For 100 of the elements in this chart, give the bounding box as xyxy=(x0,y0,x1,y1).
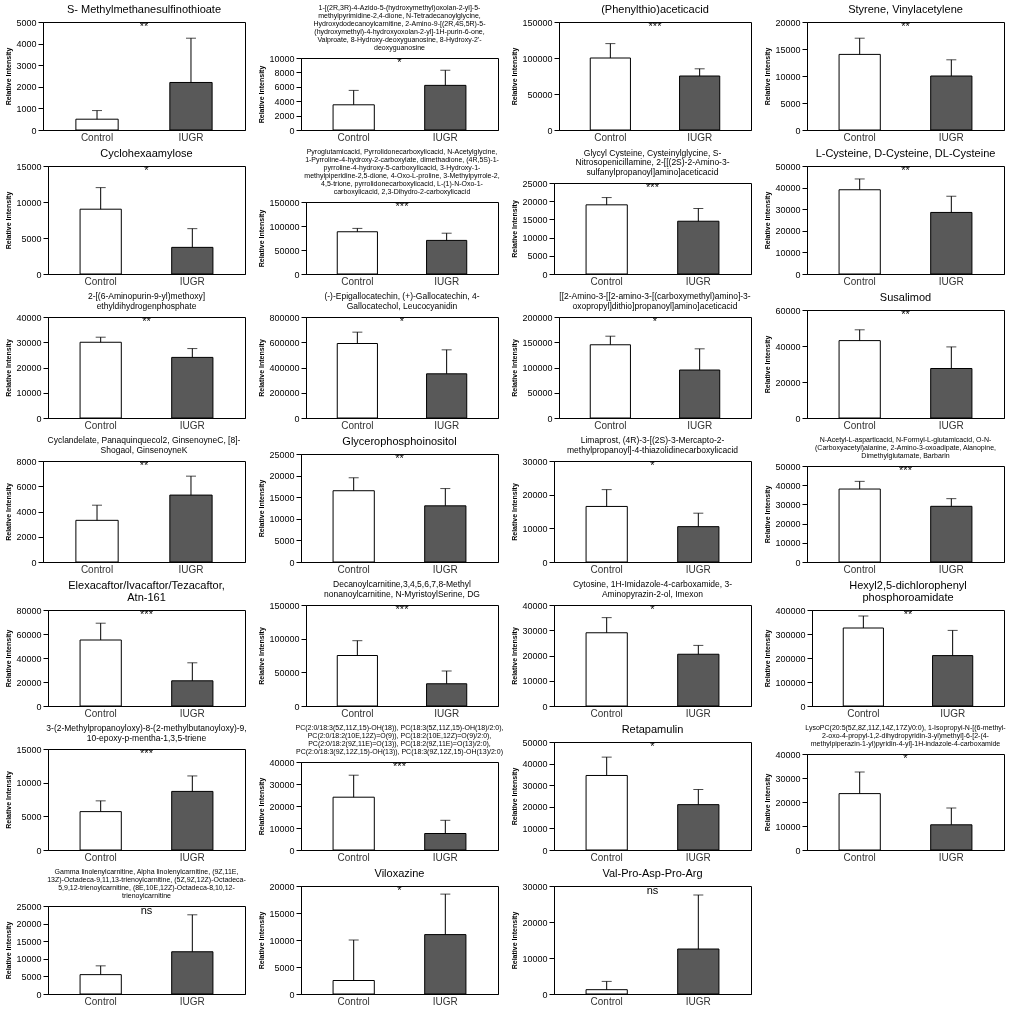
y-tick-label: 5000 xyxy=(21,971,42,982)
y-tick-label: 20000 xyxy=(269,881,295,892)
chart-title: Susalimod xyxy=(879,291,932,303)
x-tick-label: Control xyxy=(590,563,623,575)
y-tick-label: 10000 xyxy=(522,953,548,964)
x-tick-label: IUGR xyxy=(432,995,458,1007)
chart-title: Val-Pro-Asp-Pro-Arg xyxy=(602,867,703,879)
y-tick-label: 30000 xyxy=(775,204,801,215)
x-tick-label: Control xyxy=(847,707,880,719)
y-tick-label: 20000 xyxy=(775,519,801,530)
y-tick-label: 15000 xyxy=(16,936,42,947)
y-tick-label: 0 xyxy=(542,701,548,712)
y-tick-label: 6000 xyxy=(274,82,295,93)
x-tick-label: IUGR xyxy=(178,563,204,575)
x-tick-label: IUGR xyxy=(938,563,964,575)
y-tick-label: 20000 xyxy=(16,363,42,373)
y-tick-label: 20000 xyxy=(522,802,548,813)
x-tick-label: Control xyxy=(590,995,623,1007)
y-tick-label: 50000 xyxy=(274,667,300,678)
y-tick-label: 100000 xyxy=(269,221,300,232)
chart-title: (-)-Epigallocatechin, (+)-Gallocatechin, 4-Gallocatechol, Leucocyanidin xyxy=(324,291,480,311)
y-tick-label: 15000 xyxy=(522,214,548,225)
y-tick-label: 100000 xyxy=(269,634,300,645)
y-tick-label: 600000 xyxy=(269,337,300,348)
y-tick-label: 0 xyxy=(294,701,300,712)
annotation: *** xyxy=(140,747,154,759)
chart-title: Cytosine, 1H-Imidazole-4-carboxamide, 3-Aminopyrazin-2-ol, Imexon xyxy=(572,579,733,599)
y-tick-label: 0 xyxy=(289,557,295,568)
y-tick-label: 800000 xyxy=(269,312,300,323)
y-tick-label: 150000 xyxy=(522,17,553,28)
y-tick-label: 40000 xyxy=(522,600,548,611)
y-tick-label: 30000 xyxy=(522,456,548,467)
y-tick-label: 2000 xyxy=(16,82,37,93)
y-tick-label: 1000 xyxy=(16,103,37,114)
y-tick-label: 25000 xyxy=(16,901,42,912)
x-tick-label: Control xyxy=(843,851,876,863)
y-tick-label: 50000 xyxy=(522,737,548,748)
x-tick-label: Control xyxy=(80,563,114,575)
y-tick-label: 40000 xyxy=(775,183,801,194)
y-tick-label: 300000 xyxy=(775,629,806,640)
chart-title: S- Methylmethanesulfinothioate xyxy=(66,3,222,15)
y-tick-label: 20000 xyxy=(775,377,801,388)
annotation: ns xyxy=(140,904,153,916)
x-tick-label: Control xyxy=(84,995,117,1007)
chart-title: Retapamulin xyxy=(621,723,684,735)
y-tick-label: 30000 xyxy=(775,773,801,784)
y-tick-label: 2000 xyxy=(274,111,295,122)
y-tick-label: 30000 xyxy=(16,337,42,348)
x-tick-label: Control xyxy=(843,275,876,287)
x-tick-label: Control xyxy=(594,131,627,143)
y-tick-label: 50000 xyxy=(527,89,553,100)
y-tick-label: 40000 xyxy=(775,480,801,491)
y-tick-label: 0 xyxy=(795,125,801,136)
x-tick-label: IUGR xyxy=(685,275,711,287)
y-tick-label: 0 xyxy=(36,701,42,712)
chart-title: Elexacaftor/Ivacaftor/Tezacaftor, Atn-161 xyxy=(68,579,225,603)
y-tick-label: 150000 xyxy=(269,197,300,208)
x-tick-label: IUGR xyxy=(178,131,204,143)
x-tick-label: IUGR xyxy=(687,419,713,431)
x-tick-label: IUGR xyxy=(685,995,711,1007)
y-tick-label: 200000 xyxy=(775,653,806,664)
y-tick-label: 200000 xyxy=(522,312,553,323)
x-tick-label: Control xyxy=(337,851,370,863)
y-tick-label: 15000 xyxy=(16,744,42,755)
y-tick-label: 200000 xyxy=(269,388,300,399)
annotation: *** xyxy=(646,181,660,193)
y-tick-label: 150000 xyxy=(269,600,300,611)
x-tick-label: Control xyxy=(337,563,370,575)
annotation: *** xyxy=(393,760,407,772)
x-tick-label: Control xyxy=(84,851,117,863)
y-tick-label: 100000 xyxy=(775,677,806,688)
y-tick-label: 5000 xyxy=(274,535,295,546)
y-tick-label: 0 xyxy=(542,557,548,568)
x-tick-label: IUGR xyxy=(434,275,460,287)
y-tick-label: 5000 xyxy=(21,811,42,822)
y-tick-label: 0 xyxy=(289,989,295,1000)
y-tick-label: 10000 xyxy=(269,823,295,834)
y-tick-label: 0 xyxy=(800,701,806,712)
y-tick-label: 10000 xyxy=(522,233,548,244)
y-tick-label: 30000 xyxy=(522,780,548,791)
chart-title: (Phenylthio)aceticacid xyxy=(601,3,709,15)
chart-title: Limaprost, (4R)-3-[(2S)-3-Mercapto-2-methylpropanoyl]-4-thiazolidinecarboxylicacid xyxy=(566,435,739,455)
x-tick-label: Control xyxy=(337,995,370,1007)
x-tick-label: IUGR xyxy=(432,851,458,863)
chart-title: Glycyl Cysteine, Cysteinylglycine, S-Nitrosopenicillamine, 2-[[(2S)-2-Amino-3-sulfanylpropanoyl]amino]aceticacid xyxy=(575,147,730,177)
y-tick-label: 0 xyxy=(542,845,548,856)
y-tick-label: 15000 xyxy=(269,908,295,919)
y-tick-label: 150000 xyxy=(522,337,553,348)
chart-title: 3-(2-Methylpropanoyloxy)-8-(2-methylbutanoyloxy)-9, 10-epoxy-p-mentha-1,3,5-triene xyxy=(46,723,247,743)
chart-title: 2-[(6-Aminopurin-9-yl)methoxy] ethyldihydrogenphosphate xyxy=(87,291,206,311)
y-tick-label: 5000 xyxy=(21,233,42,244)
y-tick-label: 0 xyxy=(289,125,295,136)
x-tick-label: IUGR xyxy=(179,419,205,431)
y-tick-label: 30000 xyxy=(522,881,548,892)
y-tick-label: 25000 xyxy=(522,178,548,189)
y-tick-label: 8000 xyxy=(16,456,37,467)
x-tick-label: Control xyxy=(341,275,374,287)
y-tick-label: 40000 xyxy=(16,653,42,664)
y-tick-label: 5000 xyxy=(527,251,548,262)
y-tick-label: 4000 xyxy=(16,507,37,517)
